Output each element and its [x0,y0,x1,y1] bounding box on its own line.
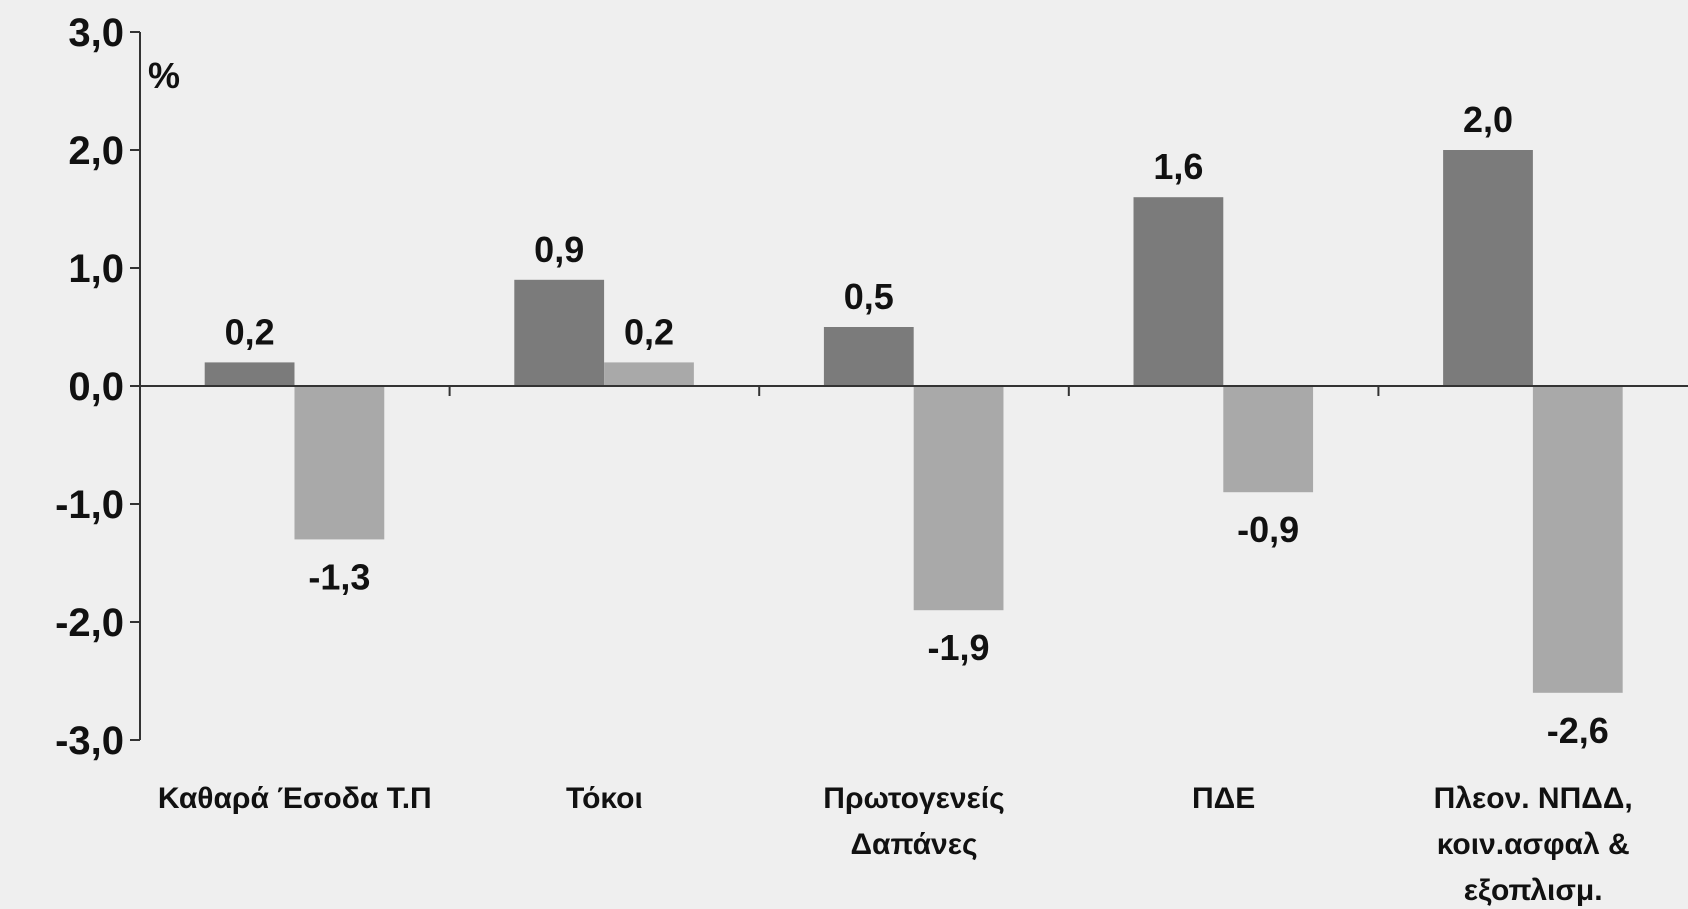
bar [1223,386,1314,493]
bar [1532,386,1623,693]
bar [1443,150,1533,386]
x-tick-label: Καθαρά Έσοδα Τ.Π [158,782,432,815]
y-tick-label: 2,0 [68,129,124,173]
bar [514,279,605,386]
bar [913,386,1004,611]
bar [1133,197,1224,386]
bar [294,386,385,540]
y-tick-label: 1,0 [68,247,124,291]
y-axis-label: % [148,55,180,96]
x-tick-label: κοιν.ασφαλ & [1437,828,1630,861]
value-label: 2,0 [1463,99,1513,140]
value-label: 1,6 [1153,146,1203,187]
y-tick-label: 0,0 [68,365,124,409]
y-tick-label: -2,0 [55,601,124,645]
x-tick-label: ΠΔΕ [1192,782,1255,815]
value-label: -1,3 [308,556,370,597]
value-label: 0,2 [225,311,275,352]
bar [204,362,295,386]
value-label: -2,6 [1547,710,1609,751]
bar [823,327,914,386]
value-label: 0,2 [624,311,674,352]
x-tick-label: Τόκοι [566,782,643,815]
x-tick-label: Πλεον. ΝΠΔΔ, [1434,782,1633,815]
y-tick-label: 3,0 [68,11,124,55]
value-label: -1,9 [928,627,990,668]
x-tick-label: Πρωτογενείς [823,782,1004,815]
value-label: 0,9 [534,229,584,270]
y-tick-label: -1,0 [55,483,124,527]
x-tick-label: Δαπάνες [850,828,977,861]
value-label: 0,5 [844,276,894,317]
x-tick-label: εξοπλισμ. [1464,874,1603,907]
bar [604,362,694,386]
y-tick-label: -3,0 [55,719,124,763]
value-label: -0,9 [1237,509,1299,550]
